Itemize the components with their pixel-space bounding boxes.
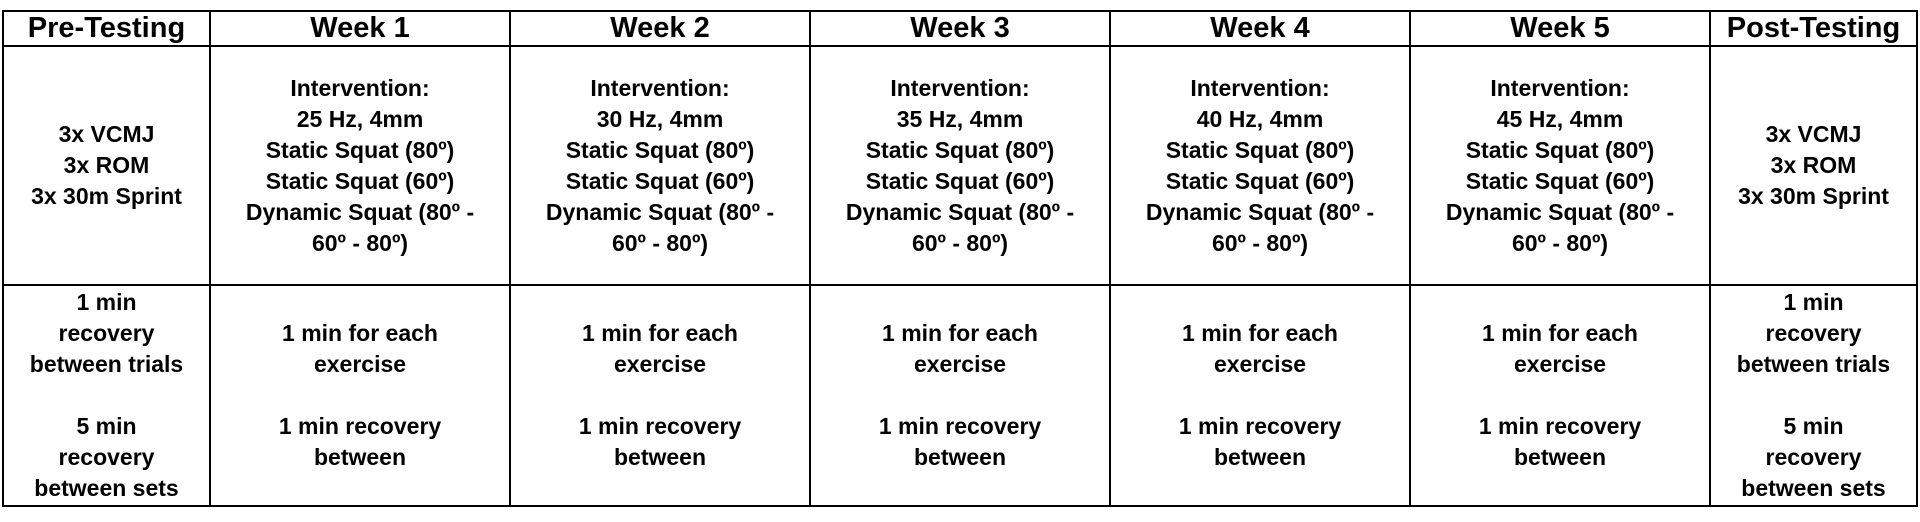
recovery-text: 1 min for each exercise 1 min recovery b… — [815, 318, 1105, 473]
protocol-line: Static Squat (80º) — [1165, 136, 1355, 163]
recovery-cell-week-1: 1 min for each exercise 1 min recovery b… — [209, 284, 511, 507]
recovery-text: 1 min recovery between trials 5 min reco… — [8, 287, 205, 504]
header-cell-week-2: Week 2 — [509, 10, 811, 47]
protocol-text: Intervention: 35 Hz, 4mm Static Squat (8… — [815, 73, 1105, 259]
protocol-cell-post-testing: 3x VCMJ 3x ROM 3x 30m Sprint — [1709, 45, 1918, 286]
protocol-line: Static Squat (60º) — [1465, 167, 1655, 194]
protocol-line: Static Squat (80º) — [565, 136, 755, 163]
header-cell-post-testing: Post-Testing — [1709, 10, 1918, 47]
recovery-cell-week-3: 1 min for each exercise 1 min recovery b… — [809, 284, 1111, 507]
protocol-line: Intervention: — [1190, 74, 1330, 101]
protocol-line: 3x ROM — [1770, 152, 1857, 178]
header-cell-week-4: Week 4 — [1109, 10, 1411, 47]
protocol-line: Dynamic Squat (80º - — [1145, 198, 1375, 225]
protocol-line: Static Squat (60º) — [1165, 167, 1355, 194]
protocol-text: Intervention: 40 Hz, 4mm Static Squat (8… — [1115, 73, 1405, 259]
protocol-line: Static Squat (60º) — [565, 167, 755, 194]
protocol-cell-week-2: Intervention: 30 Hz, 4mm Static Squat (8… — [509, 45, 811, 286]
training-schedule-table: Pre-Testing Week 1 Week 2 Week 3 Week 4 … — [2, 10, 1918, 507]
recovery-block: 1 min recovery between — [278, 413, 442, 470]
protocol-line: Static Squat (80º) — [865, 136, 1055, 163]
recovery-block: 1 min recovery between trials — [29, 289, 184, 377]
protocol-line: Intervention: — [590, 74, 730, 101]
protocol-text: Intervention: 25 Hz, 4mm Static Squat (8… — [215, 73, 505, 259]
recovery-block: 5 min recovery between sets — [1741, 413, 1886, 501]
protocol-line: 25 Hz, 4mm — [296, 105, 424, 132]
protocol-row: 3x VCMJ 3x ROM 3x 30m Sprint Interventio… — [2, 45, 1918, 286]
recovery-text: 1 min for each exercise 1 min recovery b… — [1115, 318, 1405, 473]
protocol-text: Intervention: 30 Hz, 4mm Static Squat (8… — [515, 73, 805, 259]
protocol-cell-week-5: Intervention: 45 Hz, 4mm Static Squat (8… — [1409, 45, 1711, 286]
protocol-line: 60º - 80º) — [611, 229, 709, 256]
recovery-text: 1 min recovery between trials 5 min reco… — [1715, 287, 1912, 504]
protocol-line: Dynamic Squat (80º - — [1445, 198, 1675, 225]
protocol-text: 3x VCMJ 3x ROM 3x 30m Sprint — [8, 119, 205, 212]
recovery-block: 1 min recovery between — [878, 413, 1042, 470]
recovery-block: 1 min recovery between — [578, 413, 742, 470]
header-cell-week-1: Week 1 — [209, 10, 511, 47]
protocol-line: 3x VCMJ — [1765, 121, 1862, 147]
recovery-block: 1 min for each exercise — [582, 320, 738, 377]
recovery-cell-pre-testing: 1 min recovery between trials 5 min reco… — [2, 284, 211, 507]
recovery-cell-week-2: 1 min for each exercise 1 min recovery b… — [509, 284, 811, 507]
protocol-line: Intervention: — [890, 74, 1030, 101]
recovery-block: 1 min for each exercise — [282, 320, 438, 377]
recovery-cell-week-4: 1 min for each exercise 1 min recovery b… — [1109, 284, 1411, 507]
recovery-block: 1 min recovery between — [1478, 413, 1642, 470]
recovery-block: 1 min for each exercise — [882, 320, 1038, 377]
recovery-block: 1 min recovery between — [1178, 413, 1342, 470]
protocol-line: 3x VCMJ — [58, 121, 155, 147]
protocol-line: 40 Hz, 4mm — [1196, 105, 1324, 132]
column-title: Pre-Testing — [27, 12, 186, 44]
protocol-text: Intervention: 45 Hz, 4mm Static Squat (8… — [1415, 73, 1705, 259]
recovery-block: 5 min recovery between sets — [34, 413, 179, 501]
recovery-text: 1 min for each exercise 1 min recovery b… — [515, 318, 805, 473]
protocol-line: 35 Hz, 4mm — [896, 105, 1024, 132]
protocol-line: 30 Hz, 4mm — [596, 105, 724, 132]
column-title: Week 4 — [1210, 12, 1310, 44]
recovery-row: 1 min recovery between trials 5 min reco… — [2, 284, 1918, 507]
protocol-cell-pre-testing: 3x VCMJ 3x ROM 3x 30m Sprint — [2, 45, 211, 286]
protocol-line: Static Squat (60º) — [265, 167, 455, 194]
recovery-text: 1 min for each exercise 1 min recovery b… — [215, 318, 505, 473]
header-cell-week-5: Week 5 — [1409, 10, 1711, 47]
column-title: Post-Testing — [1726, 12, 1901, 44]
column-title: Week 5 — [1510, 12, 1610, 44]
recovery-block: 1 min for each exercise — [1182, 320, 1338, 377]
protocol-line: Static Squat (80º) — [1465, 136, 1655, 163]
recovery-block: 1 min for each exercise — [1482, 320, 1638, 377]
protocol-line: 3x ROM — [63, 152, 150, 178]
recovery-text: 1 min for each exercise 1 min recovery b… — [1415, 318, 1705, 473]
protocol-line: Dynamic Squat (80º - — [845, 198, 1075, 225]
protocol-line: 3x 30m Sprint — [31, 183, 182, 209]
recovery-cell-post-testing: 1 min recovery between trials 5 min reco… — [1709, 284, 1918, 507]
column-title: Week 1 — [310, 12, 410, 44]
protocol-line: Dynamic Squat (80º - — [245, 198, 475, 225]
protocol-text: 3x VCMJ 3x ROM 3x 30m Sprint — [1715, 119, 1912, 212]
protocol-cell-week-4: Intervention: 40 Hz, 4mm Static Squat (8… — [1109, 45, 1411, 286]
protocol-line: 45 Hz, 4mm — [1496, 105, 1624, 132]
header-cell-week-3: Week 3 — [809, 10, 1111, 47]
protocol-line: 60º - 80º) — [1211, 229, 1309, 256]
column-title: Week 3 — [910, 12, 1010, 44]
protocol-cell-week-3: Intervention: 35 Hz, 4mm Static Squat (8… — [809, 45, 1111, 286]
header-cell-pre-testing: Pre-Testing — [2, 10, 211, 47]
protocol-line: Static Squat (80º) — [265, 136, 455, 163]
protocol-line: 60º - 80º) — [311, 229, 409, 256]
protocol-line: Dynamic Squat (80º - — [545, 198, 775, 225]
protocol-line: Intervention: — [290, 74, 430, 101]
recovery-block: 1 min recovery between trials — [1736, 289, 1891, 377]
protocol-line: Static Squat (60º) — [865, 167, 1055, 194]
protocol-line: 3x 30m Sprint — [1738, 183, 1889, 209]
protocol-line: 60º - 80º) — [911, 229, 1009, 256]
protocol-line: Intervention: — [1490, 74, 1630, 101]
protocol-cell-week-1: Intervention: 25 Hz, 4mm Static Squat (8… — [209, 45, 511, 286]
recovery-cell-week-5: 1 min for each exercise 1 min recovery b… — [1409, 284, 1711, 507]
header-row: Pre-Testing Week 1 Week 2 Week 3 Week 4 … — [2, 10, 1918, 47]
column-title: Week 2 — [610, 12, 710, 44]
protocol-line: 60º - 80º) — [1511, 229, 1609, 256]
